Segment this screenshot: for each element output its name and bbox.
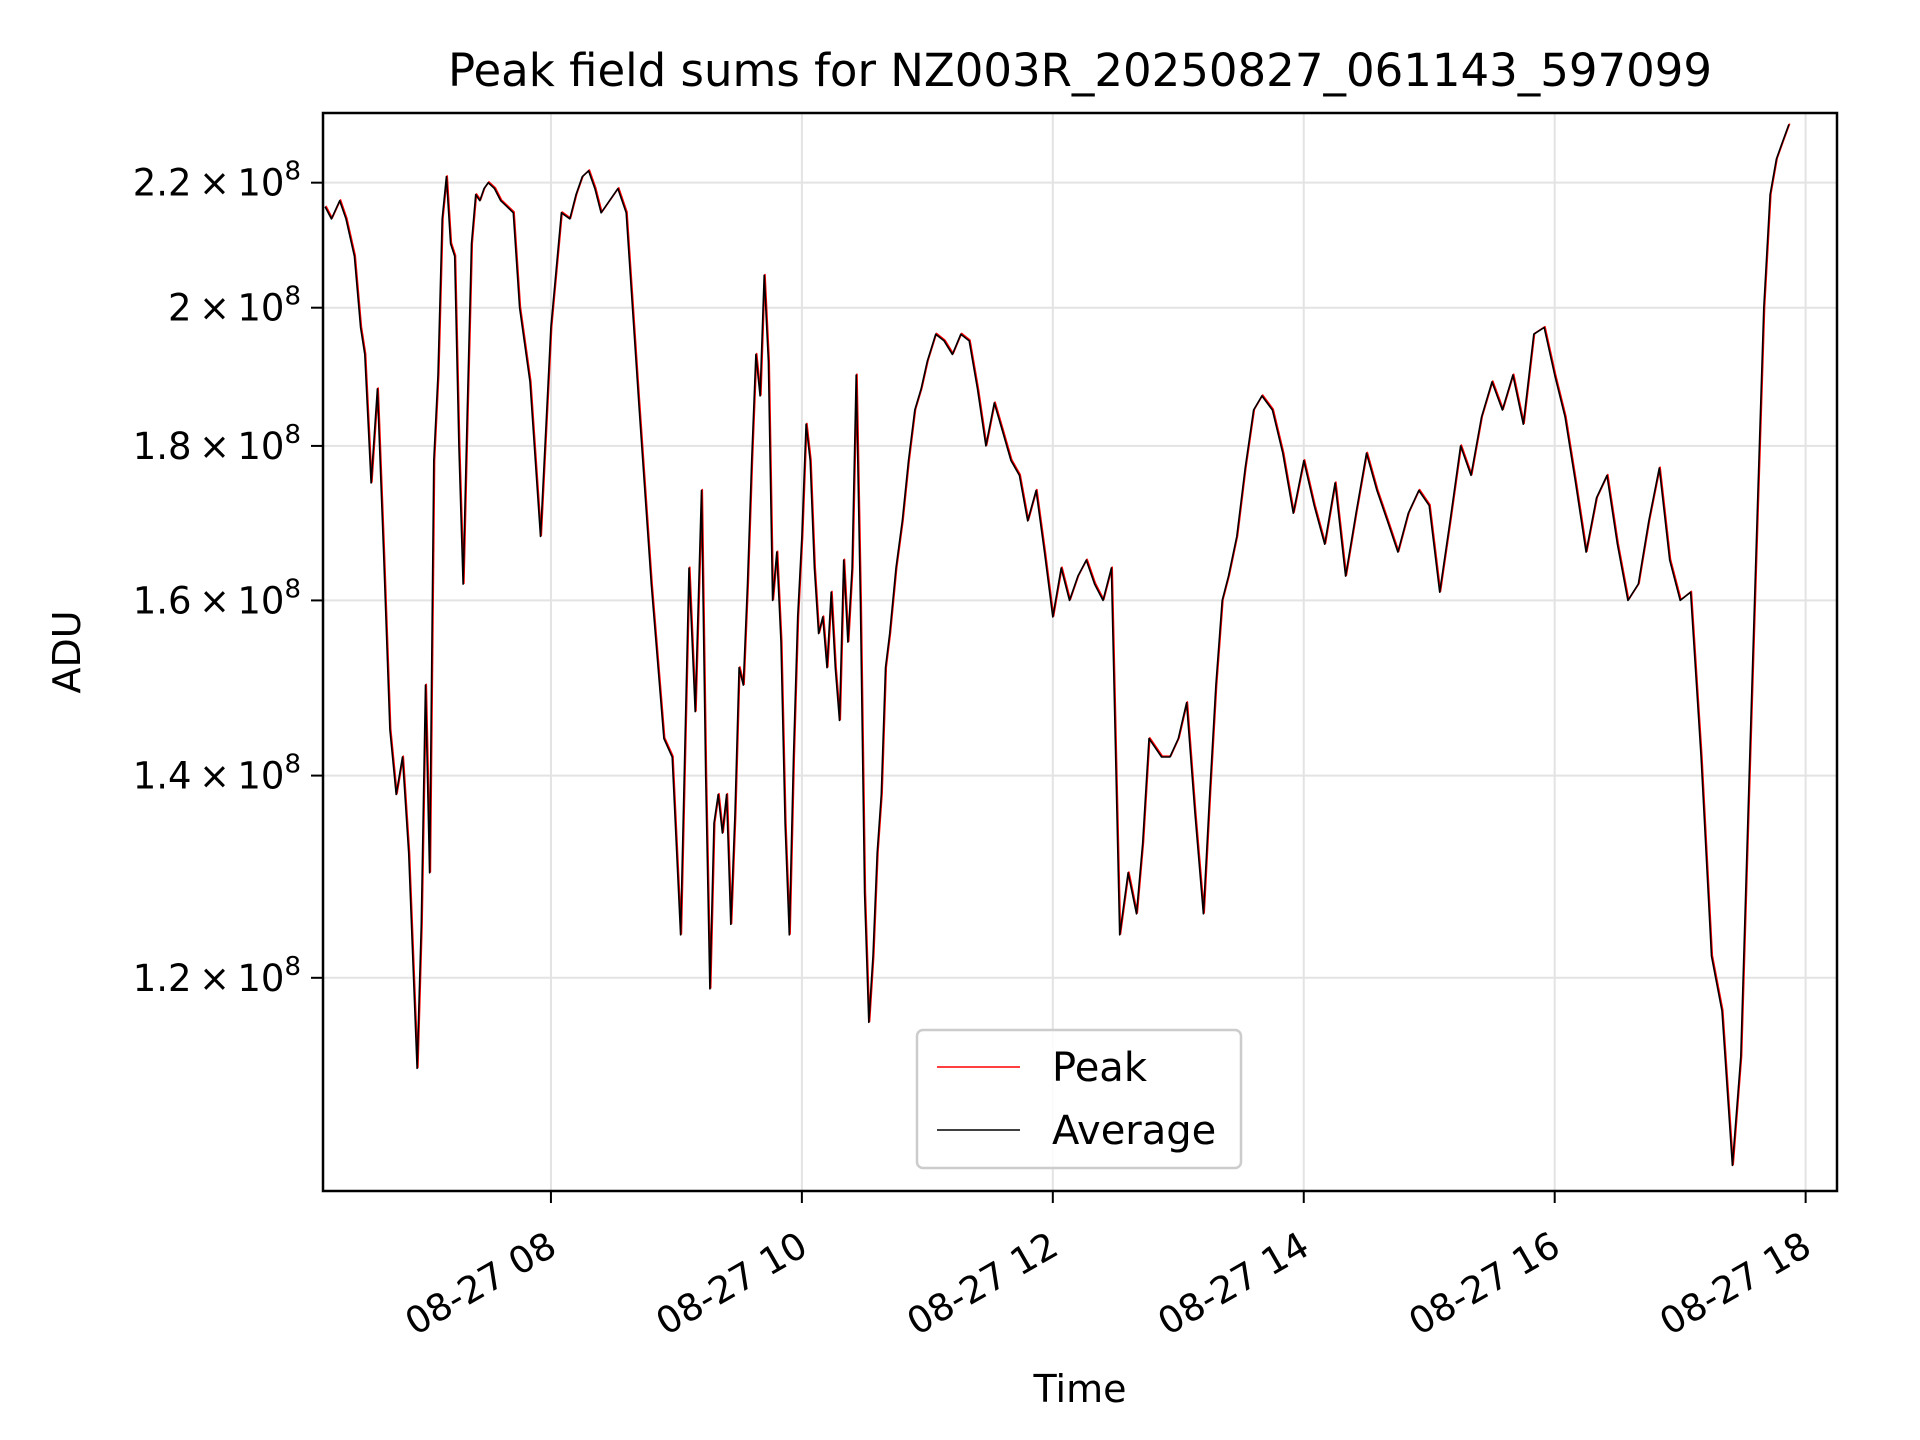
y-tick-label: 1.8 × 108 [133,420,301,468]
y-tick-label: 1.6 × 108 [133,574,301,622]
y-tick-label: 1.2 × 108 [133,952,301,1000]
y-tick-label: 2.2 × 108 [133,157,301,205]
series-line-average [324,124,1790,1167]
series-layer [324,123,1791,1167]
plot-frame [321,111,1839,1193]
x-axis-label: Time [1033,1367,1127,1411]
y-tick-label: 2 × 108 [168,282,301,330]
y-axis: 1.2 × 108 1.4 × 108 1.6 × 108 1.8 × 108 2 × … [133,157,323,1000]
y-tick-label: 1.4 × 108 [133,750,301,798]
grid [323,113,1837,1191]
legend-box [915,1028,1243,1170]
chart-title: Peak field sums for NZ003R_20250827_0611… [448,44,1712,97]
y-axis-label: ADU [45,610,89,693]
legend-label-peak: Peak [1052,1045,1148,1091]
legend-label-average: Average [1052,1108,1216,1154]
legend: Peak Average [915,1028,1243,1170]
